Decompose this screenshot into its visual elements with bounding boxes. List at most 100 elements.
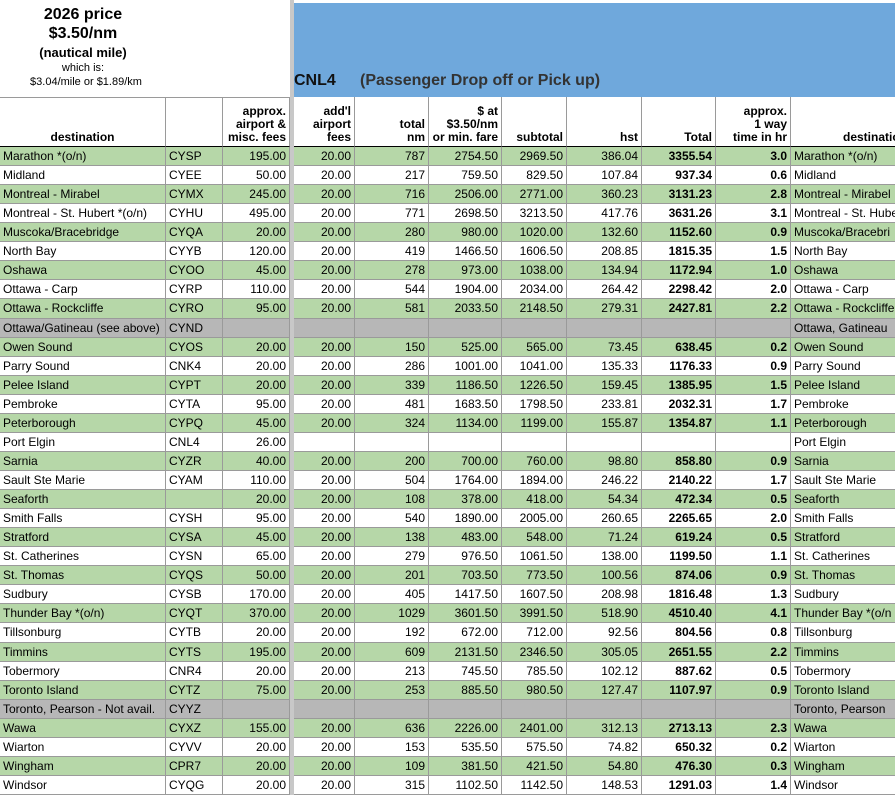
destination-cell: Ottawa, Gatineau	[791, 319, 895, 338]
cell: 3131.23	[642, 185, 716, 204]
destination-cell: Oshawa	[791, 261, 895, 280]
cell: 1764.00	[429, 471, 502, 490]
cell: 885.50	[429, 681, 502, 700]
cell: 2754.50	[429, 147, 502, 166]
cell: 20.00	[294, 414, 355, 433]
destination-cell: Owen Sound	[791, 338, 895, 357]
cell: 65.00	[223, 547, 290, 566]
cell: CYQG	[166, 776, 223, 795]
cell: 3991.50	[502, 604, 567, 623]
cell: 1.5	[716, 242, 791, 261]
cell	[429, 700, 502, 719]
column-header	[166, 97, 223, 147]
cell: 418.00	[502, 490, 567, 509]
cell: CYSP	[166, 147, 223, 166]
cell: 20.00	[294, 604, 355, 623]
cell: CYTS	[166, 643, 223, 662]
cell: 2032.31	[642, 395, 716, 414]
cell: 20.00	[294, 566, 355, 585]
destination-cell: Pembroke	[791, 395, 895, 414]
cell: 2713.13	[642, 719, 716, 738]
cell: 20.00	[294, 623, 355, 643]
cell: CYVV	[166, 738, 223, 757]
cell: 98.80	[567, 452, 642, 471]
cell: 0.8	[716, 623, 791, 643]
cell: 1142.50	[502, 776, 567, 795]
cell: 1001.00	[429, 357, 502, 376]
destination-cell: Montreal - Mirabel	[0, 185, 166, 204]
cell: 1107.97	[642, 681, 716, 700]
cell: 95.00	[223, 509, 290, 528]
destination-cell: Wawa	[791, 719, 895, 738]
cell: 419	[355, 242, 429, 261]
cell: 980.00	[429, 223, 502, 242]
destination-cell: Peterborough	[0, 414, 166, 433]
cell: 360.23	[567, 185, 642, 204]
destination-cell: Sudbury	[0, 585, 166, 604]
cell: CYQS	[166, 566, 223, 585]
destination-cell: Tobermory	[0, 662, 166, 681]
cell: 636	[355, 719, 429, 738]
column-header: approx. 1 way time in hr	[716, 97, 791, 147]
cell: CPR7	[166, 757, 223, 776]
cell: 980.50	[502, 681, 567, 700]
cell: 481	[355, 395, 429, 414]
cell: 107.84	[567, 166, 642, 185]
price-title: 2026 price	[43, 6, 123, 23]
cell: 155.00	[223, 719, 290, 738]
cell	[294, 700, 355, 719]
column-header: add'l airport fees	[294, 97, 355, 147]
cell: 1186.50	[429, 376, 502, 395]
cell: 540	[355, 509, 429, 528]
cell: 208.85	[567, 242, 642, 261]
cell: CYQA	[166, 223, 223, 242]
destination-cell: Sault Ste Marie	[0, 471, 166, 490]
destination-cell: Oshawa	[0, 261, 166, 280]
cell: 535.50	[429, 738, 502, 757]
cell	[355, 433, 429, 452]
cell: 0.5	[716, 490, 791, 509]
destination-cell: Wiarton	[0, 738, 166, 757]
cell: 716	[355, 185, 429, 204]
cell: 233.81	[567, 395, 642, 414]
cell: 0.9	[716, 357, 791, 376]
cell: 672.00	[429, 623, 502, 643]
cell: 20.00	[294, 261, 355, 280]
cell: 1038.00	[502, 261, 567, 280]
cell: 170.00	[223, 585, 290, 604]
cell: CNK4	[166, 357, 223, 376]
cell: 20.00	[294, 662, 355, 681]
cell: 1.7	[716, 395, 791, 414]
cell: CYYB	[166, 242, 223, 261]
cell: 20.00	[294, 738, 355, 757]
cell: CYOO	[166, 261, 223, 280]
cell: 2.3	[716, 719, 791, 738]
destination-cell: Seaforth	[0, 490, 166, 509]
cell: 1466.50	[429, 242, 502, 261]
destination-cell: Ottawa - Rockcliffe	[0, 299, 166, 319]
destination-cell: Stratford	[0, 528, 166, 547]
cell: CYTB	[166, 623, 223, 643]
cell: 2427.81	[642, 299, 716, 319]
cell	[223, 700, 290, 719]
cell: 0.9	[716, 681, 791, 700]
cell: 1890.00	[429, 509, 502, 528]
cell: 134.94	[567, 261, 642, 280]
cell: 1417.50	[429, 585, 502, 604]
cell: 575.50	[502, 738, 567, 757]
cell: 518.90	[567, 604, 642, 623]
cell	[355, 700, 429, 719]
cell: 504	[355, 471, 429, 490]
cell: 2346.50	[502, 643, 567, 662]
destination-cell: Stratford	[791, 528, 895, 547]
cell: 1815.35	[642, 242, 716, 261]
cell	[294, 319, 355, 338]
cell: 74.82	[567, 738, 642, 757]
cell: 3631.26	[642, 204, 716, 223]
column-header: Total	[642, 97, 716, 147]
cell: 20.00	[294, 471, 355, 490]
cell: CYMX	[166, 185, 223, 204]
cell: 2033.50	[429, 299, 502, 319]
banner-code: CNL4	[294, 72, 336, 89]
cell	[294, 433, 355, 452]
